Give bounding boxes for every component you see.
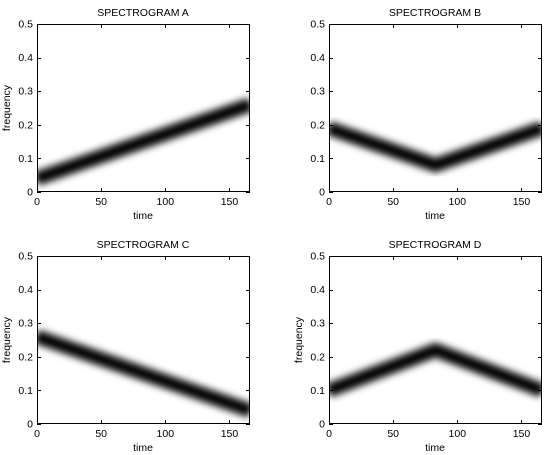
spectrogram-ridge (329, 122, 542, 171)
y-axis-label: frequency (1, 84, 13, 131)
axes-frame (37, 24, 250, 192)
x-tick-label: 150 (513, 428, 531, 440)
x-tick-label: 50 (95, 196, 107, 208)
y-tick-label: 0 (319, 187, 325, 199)
y-axis-label: frequency (293, 316, 305, 363)
plot-area (329, 256, 542, 424)
y-tick-label: 0.3 (18, 318, 33, 330)
x-tick-label: 0 (326, 428, 332, 440)
spectrogram-ridge (37, 331, 250, 416)
y-tick-label: 0.4 (310, 52, 325, 64)
y-tick-label: 0.1 (310, 153, 325, 165)
y-tick-label: 0.3 (310, 86, 325, 98)
y-tick-label: 0.2 (310, 351, 325, 363)
y-tick-label: 0.4 (18, 52, 33, 64)
x-axis-label: time (133, 442, 153, 454)
x-tick-label: 100 (157, 428, 175, 440)
panel-c: SPECTROGRAM C frequency time 0 50 100 150 0 0… (1, 239, 250, 454)
x-tick-label: 100 (449, 428, 467, 440)
y-tick-label: 0.4 (310, 284, 325, 296)
panel-d: SPECTROGRAM D frequency time 0 50 100 150 0 0… (293, 239, 542, 454)
axes-frame (37, 256, 250, 424)
x-axis-label: time (425, 210, 445, 222)
y-tick-label: 0.5 (310, 251, 325, 263)
axes-frame (329, 24, 542, 192)
panel-title: SPECTROGRAM C (97, 239, 190, 251)
x-tick-label: 150 (221, 196, 239, 208)
y-tick-label: 0.2 (310, 119, 325, 131)
x-axis-label: time (425, 442, 445, 454)
y-tick-label: 0.5 (18, 19, 33, 31)
y-tick-label: 0.4 (18, 284, 33, 296)
x-tick-label: 100 (449, 196, 467, 208)
y-tick-label: 0 (27, 187, 33, 199)
x-tick-label: 100 (157, 196, 175, 208)
panel-a: SPECTROGRAM A frequency time 0 50 100 150 0 0… (1, 7, 250, 222)
y-tick-label: 0.3 (310, 318, 325, 330)
axes-frame (329, 256, 542, 424)
x-tick-label: 0 (34, 428, 40, 440)
x-tick-label: 0 (34, 196, 40, 208)
y-tick-label: 0.5 (310, 19, 325, 31)
y-tick-label: 0.1 (18, 153, 33, 165)
y-tick-label: 0.3 (18, 86, 33, 98)
y-tick-label: 0.1 (310, 385, 325, 397)
x-axis-label: time (133, 210, 153, 222)
y-axis-label: frequency (1, 316, 13, 363)
y-tick-label: 0.1 (18, 385, 33, 397)
x-tick-label: 0 (326, 196, 332, 208)
spectrogram-ridge (329, 344, 542, 396)
y-tick-label: 0 (319, 419, 325, 431)
panel-b: SPECTROGRAM B time 0 50 100 150 0 0.1 0.2 0.3 0.… (310, 7, 542, 222)
spectrogram-ridge (37, 99, 250, 184)
y-tick-label: 0.2 (18, 351, 33, 363)
x-tick-label: 50 (95, 428, 107, 440)
x-tick-label: 150 (221, 428, 239, 440)
y-tick-label: 0.2 (18, 119, 33, 131)
x-tick-label: 150 (513, 196, 531, 208)
panel-title: SPECTROGRAM D (389, 239, 482, 251)
x-tick-label: 50 (387, 196, 399, 208)
panel-title: SPECTROGRAM B (389, 7, 481, 19)
x-tick-label: 50 (387, 428, 399, 440)
panel-title: SPECTROGRAM A (97, 7, 189, 19)
y-tick-label: 0.5 (18, 251, 33, 263)
y-tick-label: 0 (27, 419, 33, 431)
